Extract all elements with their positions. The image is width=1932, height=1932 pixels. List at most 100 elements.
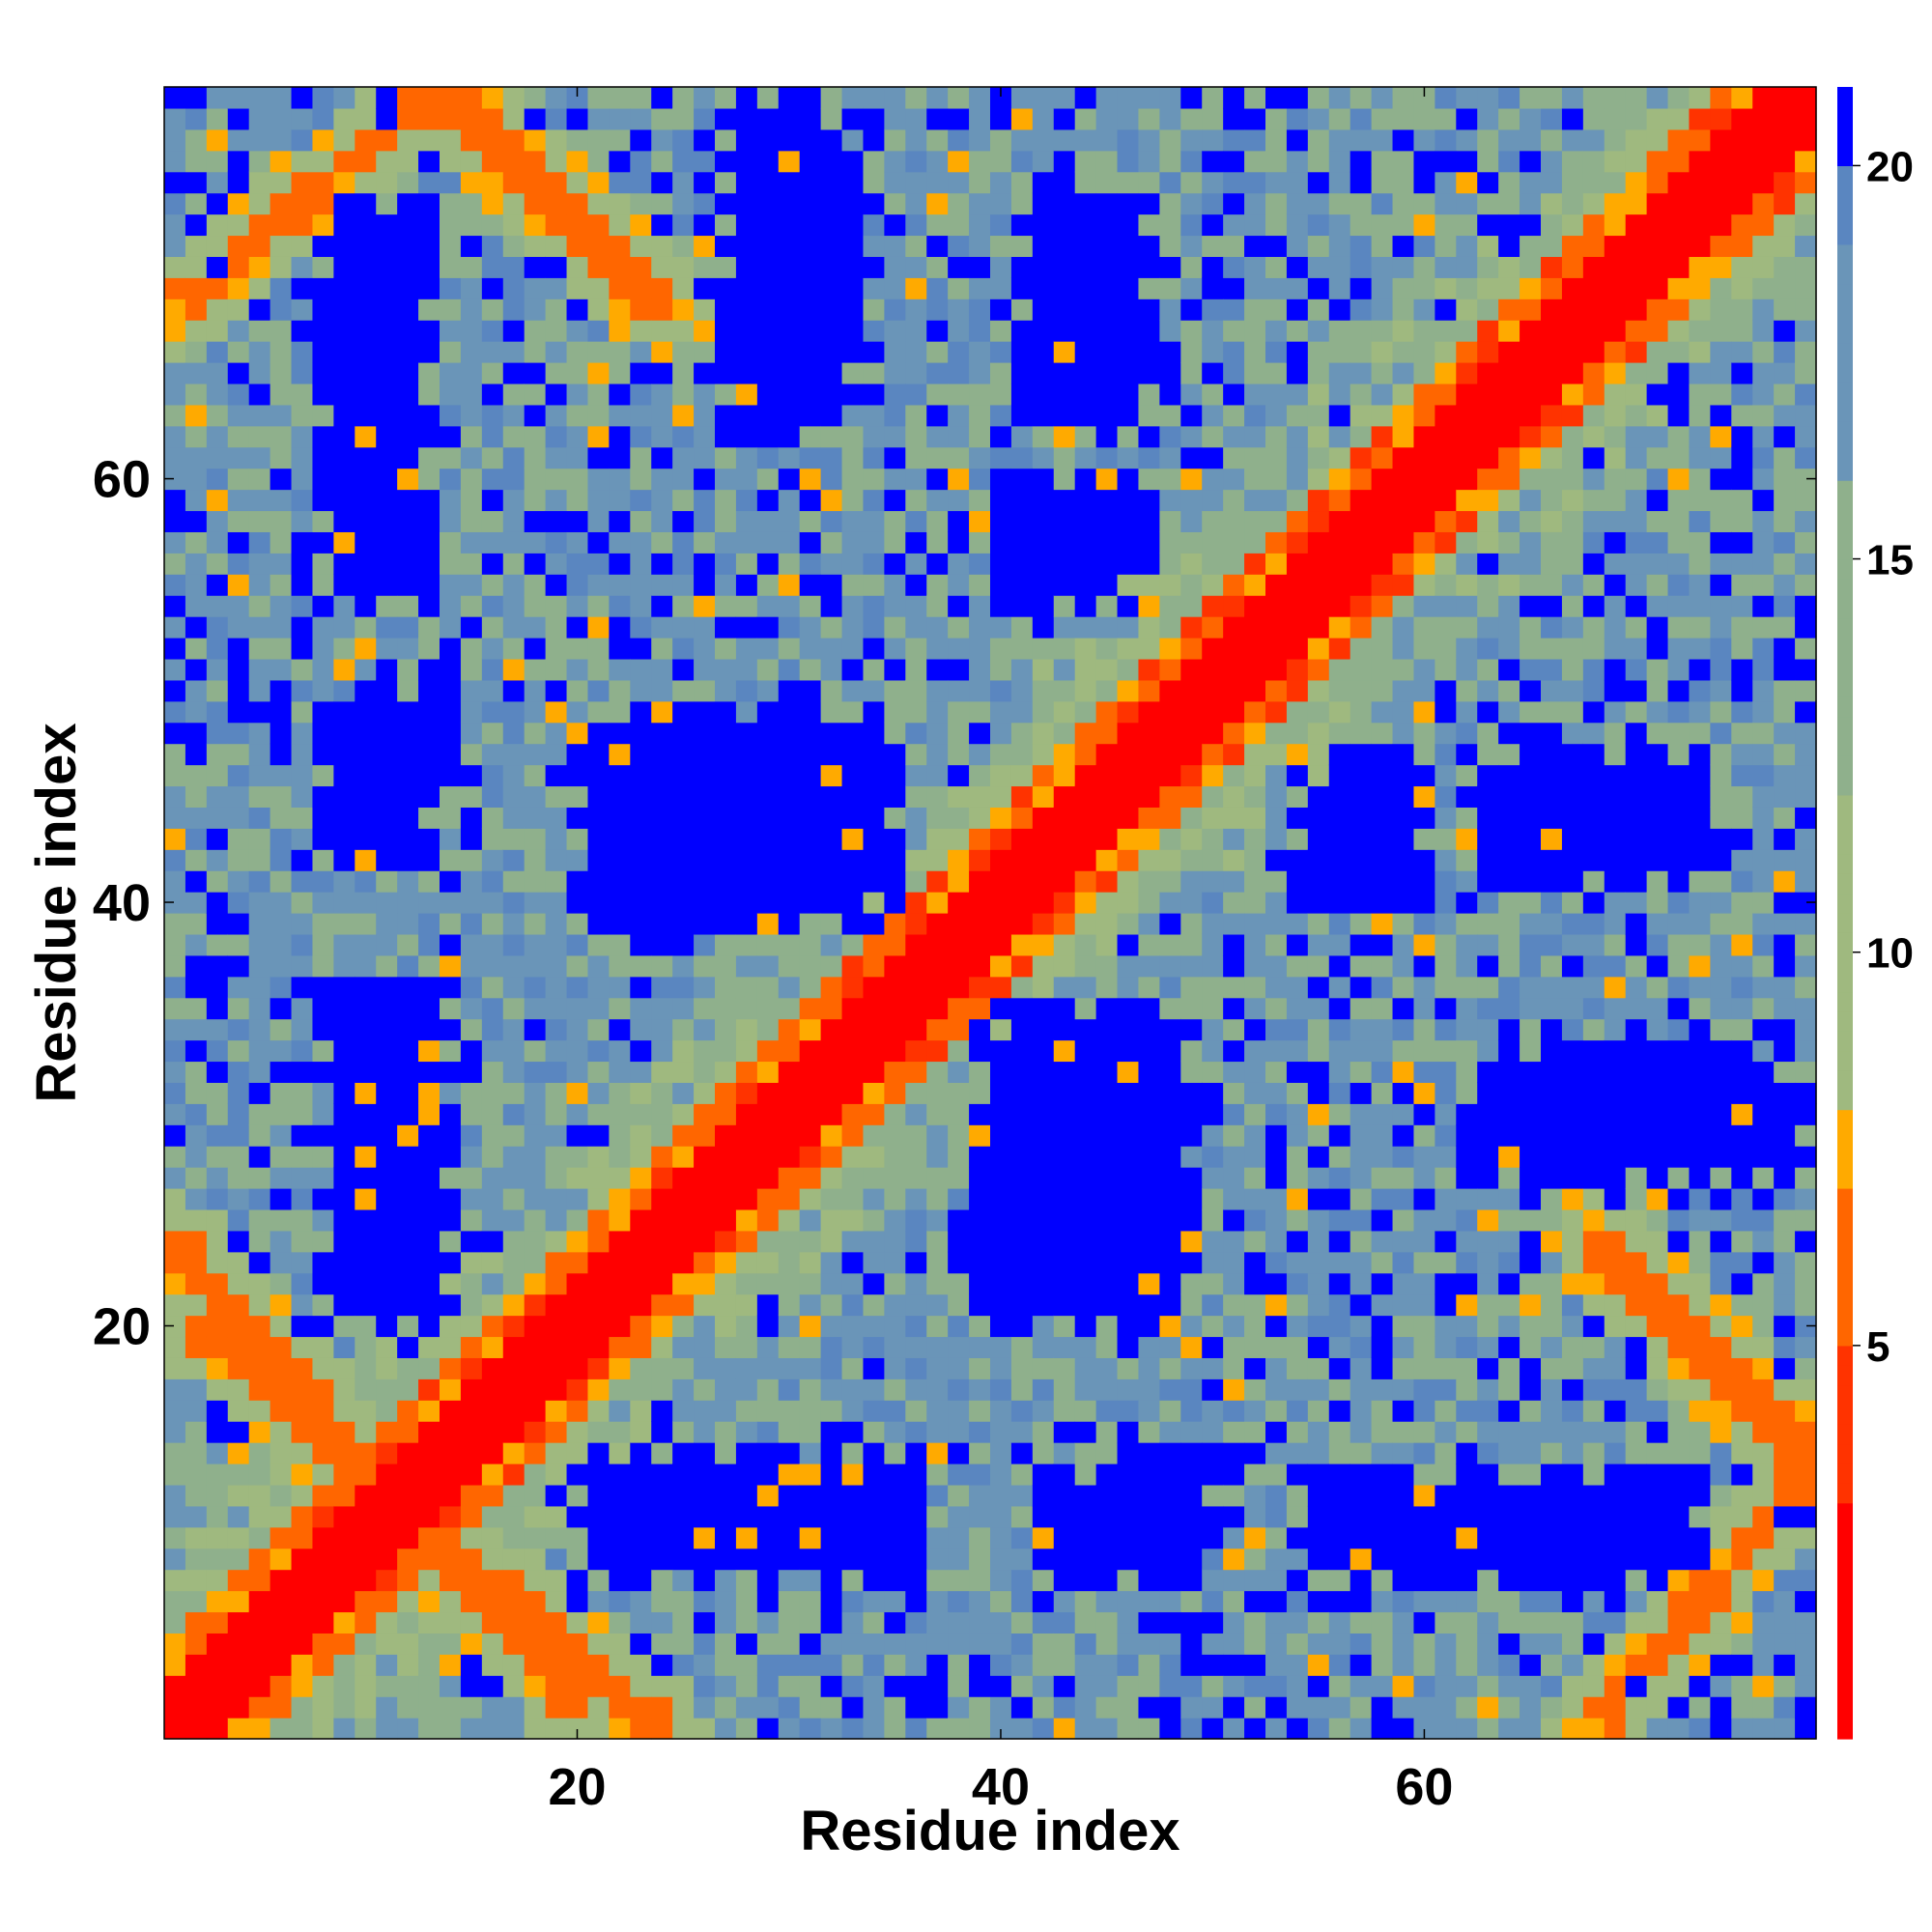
heatmap-cell — [333, 1463, 355, 1486]
heatmap-cell — [1244, 892, 1266, 914]
heatmap-cell — [1138, 468, 1160, 491]
heatmap-cell — [926, 128, 949, 152]
heatmap-cell — [1498, 1548, 1520, 1571]
heatmap-cell — [1350, 341, 1373, 363]
heatmap-cell — [1350, 658, 1373, 681]
heatmap-cell — [440, 595, 462, 617]
heatmap-cell — [1307, 976, 1330, 999]
heatmap-cell — [1477, 1400, 1499, 1422]
heatmap-cell — [609, 489, 631, 512]
heatmap-cell — [1138, 1357, 1160, 1379]
heatmap-cell — [1498, 383, 1520, 406]
heatmap-cell — [1244, 341, 1266, 363]
heatmap-cell — [1265, 1336, 1288, 1358]
heatmap-cell — [1435, 1315, 1457, 1338]
heatmap-cell — [609, 700, 631, 724]
heatmap-cell — [460, 954, 483, 978]
heatmap-cell — [1307, 1505, 1330, 1528]
heatmap-cell — [164, 1526, 186, 1549]
heatmap-cell — [270, 1167, 293, 1189]
heatmap-cell — [270, 1315, 293, 1338]
heatmap-cell — [778, 192, 801, 215]
heatmap-cell — [291, 1357, 314, 1379]
heatmap-cell — [694, 362, 716, 384]
heatmap-cell — [1328, 1336, 1351, 1358]
heatmap-cell — [1371, 1526, 1394, 1549]
heatmap-cell — [355, 510, 377, 532]
heatmap-cell — [1498, 976, 1520, 999]
heatmap-cell — [926, 616, 949, 639]
heatmap-cell — [672, 1696, 695, 1719]
heatmap-cell — [905, 658, 927, 681]
heatmap-cell — [799, 933, 822, 956]
heatmap-cell — [799, 1526, 822, 1549]
heatmap-cell — [397, 362, 419, 384]
heatmap-cell — [248, 785, 271, 808]
heatmap-cell — [1307, 468, 1330, 491]
heatmap-cell — [312, 828, 334, 850]
heatmap-cell — [1223, 1208, 1245, 1232]
heatmap-cell — [778, 1463, 801, 1486]
heatmap-cell — [1307, 1146, 1330, 1168]
heatmap-cell — [524, 1633, 547, 1655]
heatmap-cell — [545, 785, 568, 808]
heatmap-cell — [1286, 828, 1309, 850]
heatmap-cell — [355, 1208, 377, 1232]
heatmap-cell — [715, 128, 737, 152]
heatmap-cell — [1456, 1315, 1478, 1338]
heatmap-cell — [926, 1188, 949, 1210]
heatmap-cell — [1244, 933, 1266, 956]
heatmap-cell — [502, 679, 526, 702]
heatmap-cell — [715, 870, 737, 893]
heatmap-cell — [1435, 1039, 1457, 1063]
heatmap-cell — [1138, 1018, 1160, 1041]
heatmap-cell — [1477, 425, 1499, 448]
heatmap-cell — [841, 1718, 865, 1740]
heatmap-cell — [587, 849, 610, 871]
heatmap-cell — [609, 1505, 631, 1528]
heatmap-cell — [524, 743, 547, 766]
heatmap-cell — [227, 320, 250, 342]
heatmap-cell — [630, 1357, 652, 1379]
heatmap-cell — [1159, 722, 1181, 745]
heatmap-cell — [1392, 87, 1415, 109]
heatmap-cell — [502, 320, 526, 342]
heatmap-cell — [1307, 1633, 1330, 1655]
heatmap-cell — [291, 383, 314, 406]
heatmap-cell — [820, 107, 843, 130]
heatmap-cell — [1307, 1718, 1330, 1740]
heatmap-cell — [609, 1336, 631, 1358]
heatmap-cell — [609, 1548, 631, 1571]
heatmap-cell — [1223, 1039, 1245, 1063]
heatmap-cell — [735, 1463, 758, 1486]
heatmap-cell — [1456, 510, 1478, 532]
heatmap-cell — [948, 256, 970, 278]
heatmap-cell — [333, 1421, 355, 1443]
heatmap-cell — [227, 976, 250, 999]
heatmap-cell — [1350, 1272, 1373, 1295]
heatmap-cell — [1413, 1230, 1435, 1253]
heatmap-cell — [1095, 320, 1119, 342]
heatmap-cell — [1223, 1505, 1245, 1528]
heatmap-cell — [397, 1696, 419, 1719]
heatmap-cell — [1371, 213, 1394, 237]
heatmap-cell — [291, 638, 314, 660]
heatmap-cell — [397, 1103, 419, 1125]
heatmap-cell — [248, 764, 271, 787]
heatmap-cell — [1413, 997, 1435, 1020]
heatmap-cell — [1413, 277, 1435, 299]
heatmap-cell — [841, 743, 865, 766]
heatmap-cell — [990, 743, 1012, 766]
heatmap-cell — [270, 468, 293, 491]
heatmap-cell — [715, 468, 737, 491]
heatmap-cell — [524, 785, 547, 808]
heatmap-cell — [418, 107, 440, 130]
heatmap-cell — [248, 1146, 271, 1168]
heatmap-cell — [1010, 150, 1034, 173]
heatmap-cell — [863, 1124, 885, 1147]
heatmap-cell — [1371, 722, 1394, 745]
heatmap-cell — [1159, 171, 1181, 194]
heatmap-cell — [481, 553, 504, 575]
heatmap-cell — [291, 213, 314, 237]
heatmap-cell — [460, 807, 483, 829]
